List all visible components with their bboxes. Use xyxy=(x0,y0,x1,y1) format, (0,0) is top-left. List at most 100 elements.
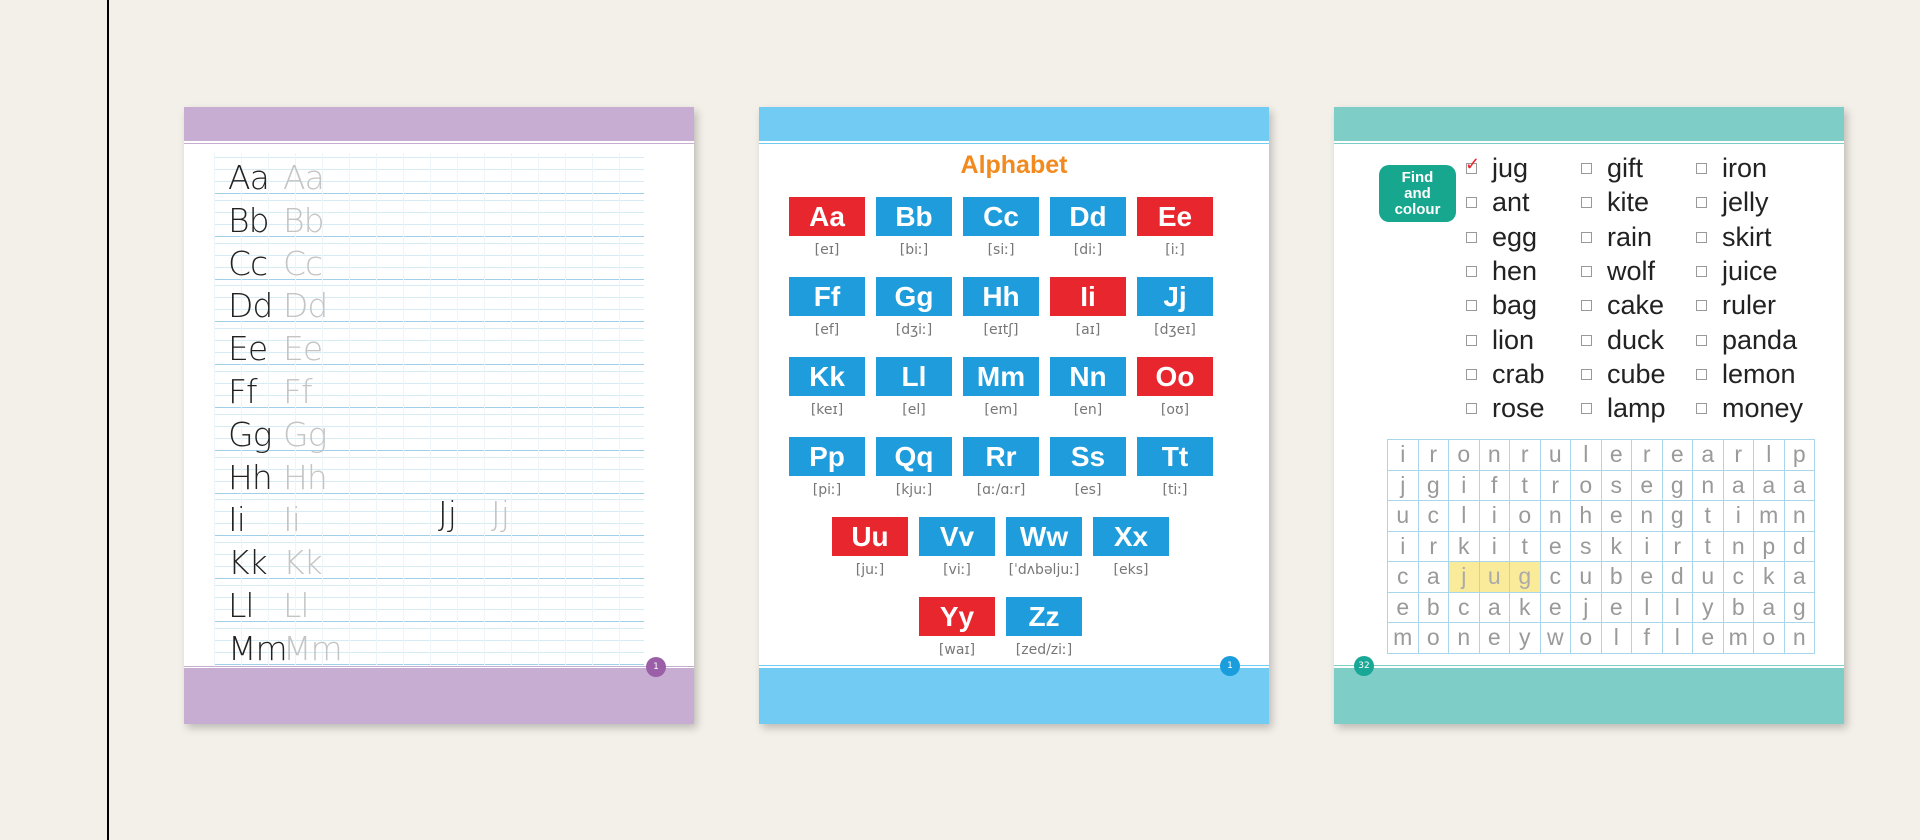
checkbox[interactable] xyxy=(1466,368,1477,380)
grid-cell[interactable]: u xyxy=(1570,561,1602,593)
checkbox[interactable] xyxy=(1466,163,1477,174)
grid-cell[interactable]: i xyxy=(1448,469,1480,501)
checkbox[interactable] xyxy=(1581,197,1592,209)
grid-cell[interactable]: a xyxy=(1753,591,1785,623)
grid-cell[interactable]: n xyxy=(1722,530,1754,562)
grid-cell[interactable]: m xyxy=(1753,500,1785,532)
grid-cell[interactable]: g xyxy=(1509,561,1541,593)
grid-cell[interactable]: l xyxy=(1661,622,1693,654)
letter-tile-pp[interactable]: Pp xyxy=(789,437,865,476)
letter-tile-dd[interactable]: Dd xyxy=(1050,197,1126,236)
letter-tile-aa[interactable]: Aa xyxy=(789,197,865,236)
checkbox[interactable] xyxy=(1696,265,1707,277)
grid-cell[interactable]: g xyxy=(1417,469,1449,501)
grid-cell[interactable]: p xyxy=(1783,439,1815,471)
checkbox[interactable] xyxy=(1696,403,1707,415)
grid-cell[interactable]: k xyxy=(1600,530,1632,562)
checkbox[interactable] xyxy=(1466,300,1477,312)
grid-cell[interactable]: n xyxy=(1783,622,1815,654)
letter-tile-uu[interactable]: Uu xyxy=(832,517,908,556)
grid-cell[interactable]: l xyxy=(1600,622,1632,654)
grid-cell[interactable]: u xyxy=(1387,500,1419,532)
letter-tile-oo[interactable]: Oo xyxy=(1137,357,1213,396)
grid-cell[interactable]: i xyxy=(1722,500,1754,532)
grid-cell[interactable]: a xyxy=(1783,561,1815,593)
checkbox[interactable] xyxy=(1696,368,1707,380)
grid-cell[interactable]: l xyxy=(1448,500,1480,532)
grid-cell[interactable]: o xyxy=(1570,622,1602,654)
grid-cell[interactable]: a xyxy=(1692,439,1724,471)
grid-cell[interactable]: f xyxy=(1631,622,1663,654)
grid-cell[interactable]: l xyxy=(1631,591,1663,623)
grid-cell[interactable]: e xyxy=(1600,500,1632,532)
grid-cell[interactable]: t xyxy=(1692,530,1724,562)
checkbox[interactable] xyxy=(1696,300,1707,312)
grid-cell[interactable]: j xyxy=(1448,561,1480,593)
letter-tile-ww[interactable]: Ww xyxy=(1006,517,1082,556)
grid-cell[interactable]: w xyxy=(1539,622,1571,654)
grid-cell[interactable]: i xyxy=(1387,439,1419,471)
grid-cell[interactable]: l xyxy=(1661,591,1693,623)
checkbox[interactable] xyxy=(1581,163,1592,174)
grid-cell[interactable]: r xyxy=(1539,469,1571,501)
checkbox[interactable] xyxy=(1466,334,1477,346)
letter-tile-ss[interactable]: Ss xyxy=(1050,437,1126,476)
grid-cell[interactable]: n xyxy=(1783,500,1815,532)
checkbox[interactable] xyxy=(1696,231,1707,243)
grid-cell[interactable]: r xyxy=(1509,439,1541,471)
grid-cell[interactable]: r xyxy=(1631,439,1663,471)
letter-tile-ll[interactable]: Ll xyxy=(876,357,952,396)
checkbox[interactable] xyxy=(1581,300,1592,312)
grid-cell[interactable]: n xyxy=(1478,439,1510,471)
letter-tile-ff[interactable]: Ff xyxy=(789,277,865,316)
grid-cell[interactable]: o xyxy=(1448,439,1480,471)
grid-cell[interactable]: u xyxy=(1478,561,1510,593)
grid-cell[interactable]: d xyxy=(1783,530,1815,562)
checkbox[interactable] xyxy=(1466,403,1477,415)
checkbox[interactable] xyxy=(1581,403,1592,415)
grid-cell[interactable]: e xyxy=(1539,591,1571,623)
grid-cell[interactable]: r xyxy=(1722,439,1754,471)
checkbox[interactable] xyxy=(1696,197,1707,209)
grid-cell[interactable]: n xyxy=(1692,469,1724,501)
grid-cell[interactable]: c xyxy=(1722,561,1754,593)
grid-cell[interactable]: i xyxy=(1478,530,1510,562)
grid-cell[interactable]: a xyxy=(1783,469,1815,501)
grid-cell[interactable]: n xyxy=(1448,622,1480,654)
grid-cell[interactable]: u xyxy=(1692,561,1724,593)
grid-cell[interactable]: g xyxy=(1783,591,1815,623)
grid-cell[interactable]: c xyxy=(1387,561,1419,593)
grid-cell[interactable]: i xyxy=(1631,530,1663,562)
letter-tile-tt[interactable]: Tt xyxy=(1137,437,1213,476)
letter-tile-ii[interactable]: Ii xyxy=(1050,277,1126,316)
grid-cell[interactable]: a xyxy=(1417,561,1449,593)
grid-cell[interactable]: y xyxy=(1509,622,1541,654)
letter-tile-hh[interactable]: Hh xyxy=(963,277,1039,316)
grid-cell[interactable]: c xyxy=(1417,500,1449,532)
alphabet-page[interactable]: Alphabet Aa [eɪ] Bb [biː] Cc [siː] Dd [diː] Ee [i… xyxy=(759,107,1269,724)
grid-cell[interactable]: e xyxy=(1478,622,1510,654)
grid-cell[interactable]: o xyxy=(1509,500,1541,532)
letter-tile-bb[interactable]: Bb xyxy=(876,197,952,236)
handwriting-page[interactable]: Aa Aa Bb Bb Cc Cc Dd Dd Ee Ee Ff Ff Gg Gg Hh Hh Ii Ii Kk Kk… xyxy=(184,107,694,724)
grid-cell[interactable]: e xyxy=(1600,439,1632,471)
grid-cell[interactable]: a xyxy=(1478,591,1510,623)
letter-tile-mm[interactable]: Mm xyxy=(963,357,1039,396)
grid-cell[interactable]: p xyxy=(1753,530,1785,562)
letter-tile-rr[interactable]: Rr xyxy=(963,437,1039,476)
grid-cell[interactable]: g xyxy=(1661,469,1693,501)
letter-tile-qq[interactable]: Qq xyxy=(876,437,952,476)
letter-tile-nn[interactable]: Nn xyxy=(1050,357,1126,396)
checkbox[interactable] xyxy=(1696,163,1707,174)
grid-cell[interactable]: e xyxy=(1539,530,1571,562)
grid-cell[interactable]: u xyxy=(1539,439,1571,471)
grid-cell[interactable]: l xyxy=(1570,439,1602,471)
checkbox[interactable] xyxy=(1466,231,1477,243)
grid-cell[interactable]: t xyxy=(1509,530,1541,562)
letter-tile-cc[interactable]: Cc xyxy=(963,197,1039,236)
grid-cell[interactable]: a xyxy=(1722,469,1754,501)
checkbox[interactable] xyxy=(1696,334,1707,346)
letter-tile-zz[interactable]: Zz xyxy=(1006,597,1082,636)
grid-cell[interactable]: b xyxy=(1600,561,1632,593)
grid-cell[interactable]: o xyxy=(1753,622,1785,654)
